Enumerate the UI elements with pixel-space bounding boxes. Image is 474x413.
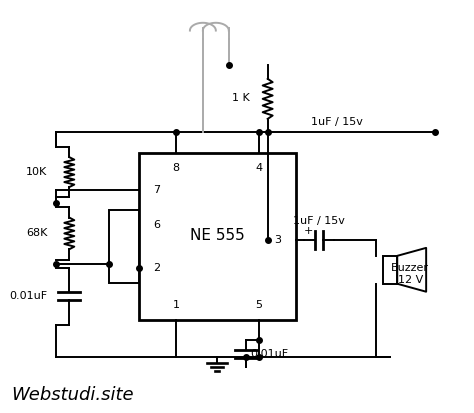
Text: Webstudi.site: Webstudi.site [11,387,134,404]
Text: 0.01uF: 0.01uF [251,349,289,358]
Bar [109,210,139,283]
Text: 1 K: 1 K [232,93,250,103]
Text: NE 555: NE 555 [190,228,245,243]
Bar [383,256,397,284]
Text: 4: 4 [255,163,262,173]
Text: 8: 8 [173,163,180,173]
Bar [139,153,296,320]
Text: 5: 5 [255,300,262,310]
Text: +: + [303,226,313,236]
Text: 1uF / 15v: 1uF / 15v [310,117,363,127]
Text: 0.01uF: 0.01uF [9,291,47,301]
Text: Buzzer: Buzzer [391,263,429,273]
Text: 3: 3 [274,235,282,245]
Text: 7: 7 [153,185,160,195]
Text: 1: 1 [173,300,180,310]
Text: 6: 6 [153,220,160,230]
Text: 68K: 68K [26,228,47,238]
Text: 2: 2 [153,263,160,273]
Text: 12 V: 12 V [398,275,423,285]
Text: 1uF / 15v: 1uF / 15v [293,216,345,226]
Text: 10K: 10K [26,167,47,177]
